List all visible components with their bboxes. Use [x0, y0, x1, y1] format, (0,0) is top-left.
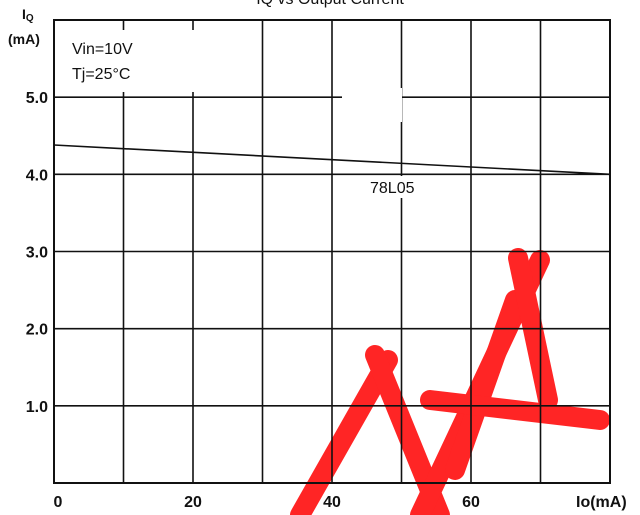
series-line-78l05 — [53, 144, 611, 176]
y-tick-label: 4.0 — [26, 167, 48, 184]
conditions-box — [64, 30, 204, 92]
y-tick-label: 3.0 — [26, 245, 48, 262]
x-axis-label: Io(mA) — [576, 494, 627, 511]
y-tick-label: 2.0 — [26, 322, 48, 339]
x-tick-label: 20 — [184, 494, 202, 511]
y-axis-label: IQ — [22, 6, 34, 24]
watermark — [290, 248, 610, 515]
tick-labels: 1.0 2.0 3.0 4.0 5.0 0 20 40 60 — [26, 90, 480, 511]
condition-tj: Tj=25°C — [72, 66, 130, 83]
watermark-stroke — [290, 350, 398, 515]
series-label-backdrop — [364, 176, 434, 198]
x-tick-label: 40 — [323, 494, 341, 511]
y-axis-label-sub: Q — [26, 13, 34, 24]
y-tick-label: 1.0 — [26, 399, 48, 416]
x-tick-label: 60 — [462, 494, 480, 511]
y-axis-label-main: I — [22, 6, 26, 22]
y-tick-label: 5.0 — [26, 90, 48, 107]
series-label-78l05: 78L05 — [370, 180, 415, 197]
plot-frame — [53, 19, 611, 484]
series-layer — [53, 88, 611, 198]
y-axis-unit: (mA) — [8, 31, 40, 47]
watermark-stroke — [420, 390, 610, 430]
condition-vin: Vin=10V — [72, 41, 133, 58]
grid — [54, 20, 610, 483]
x-tick-label: 0 — [54, 494, 63, 511]
chart-title: IQ vs Output Current — [256, 0, 404, 8]
watermark-stroke — [445, 290, 525, 480]
grid-gap — [342, 88, 402, 122]
